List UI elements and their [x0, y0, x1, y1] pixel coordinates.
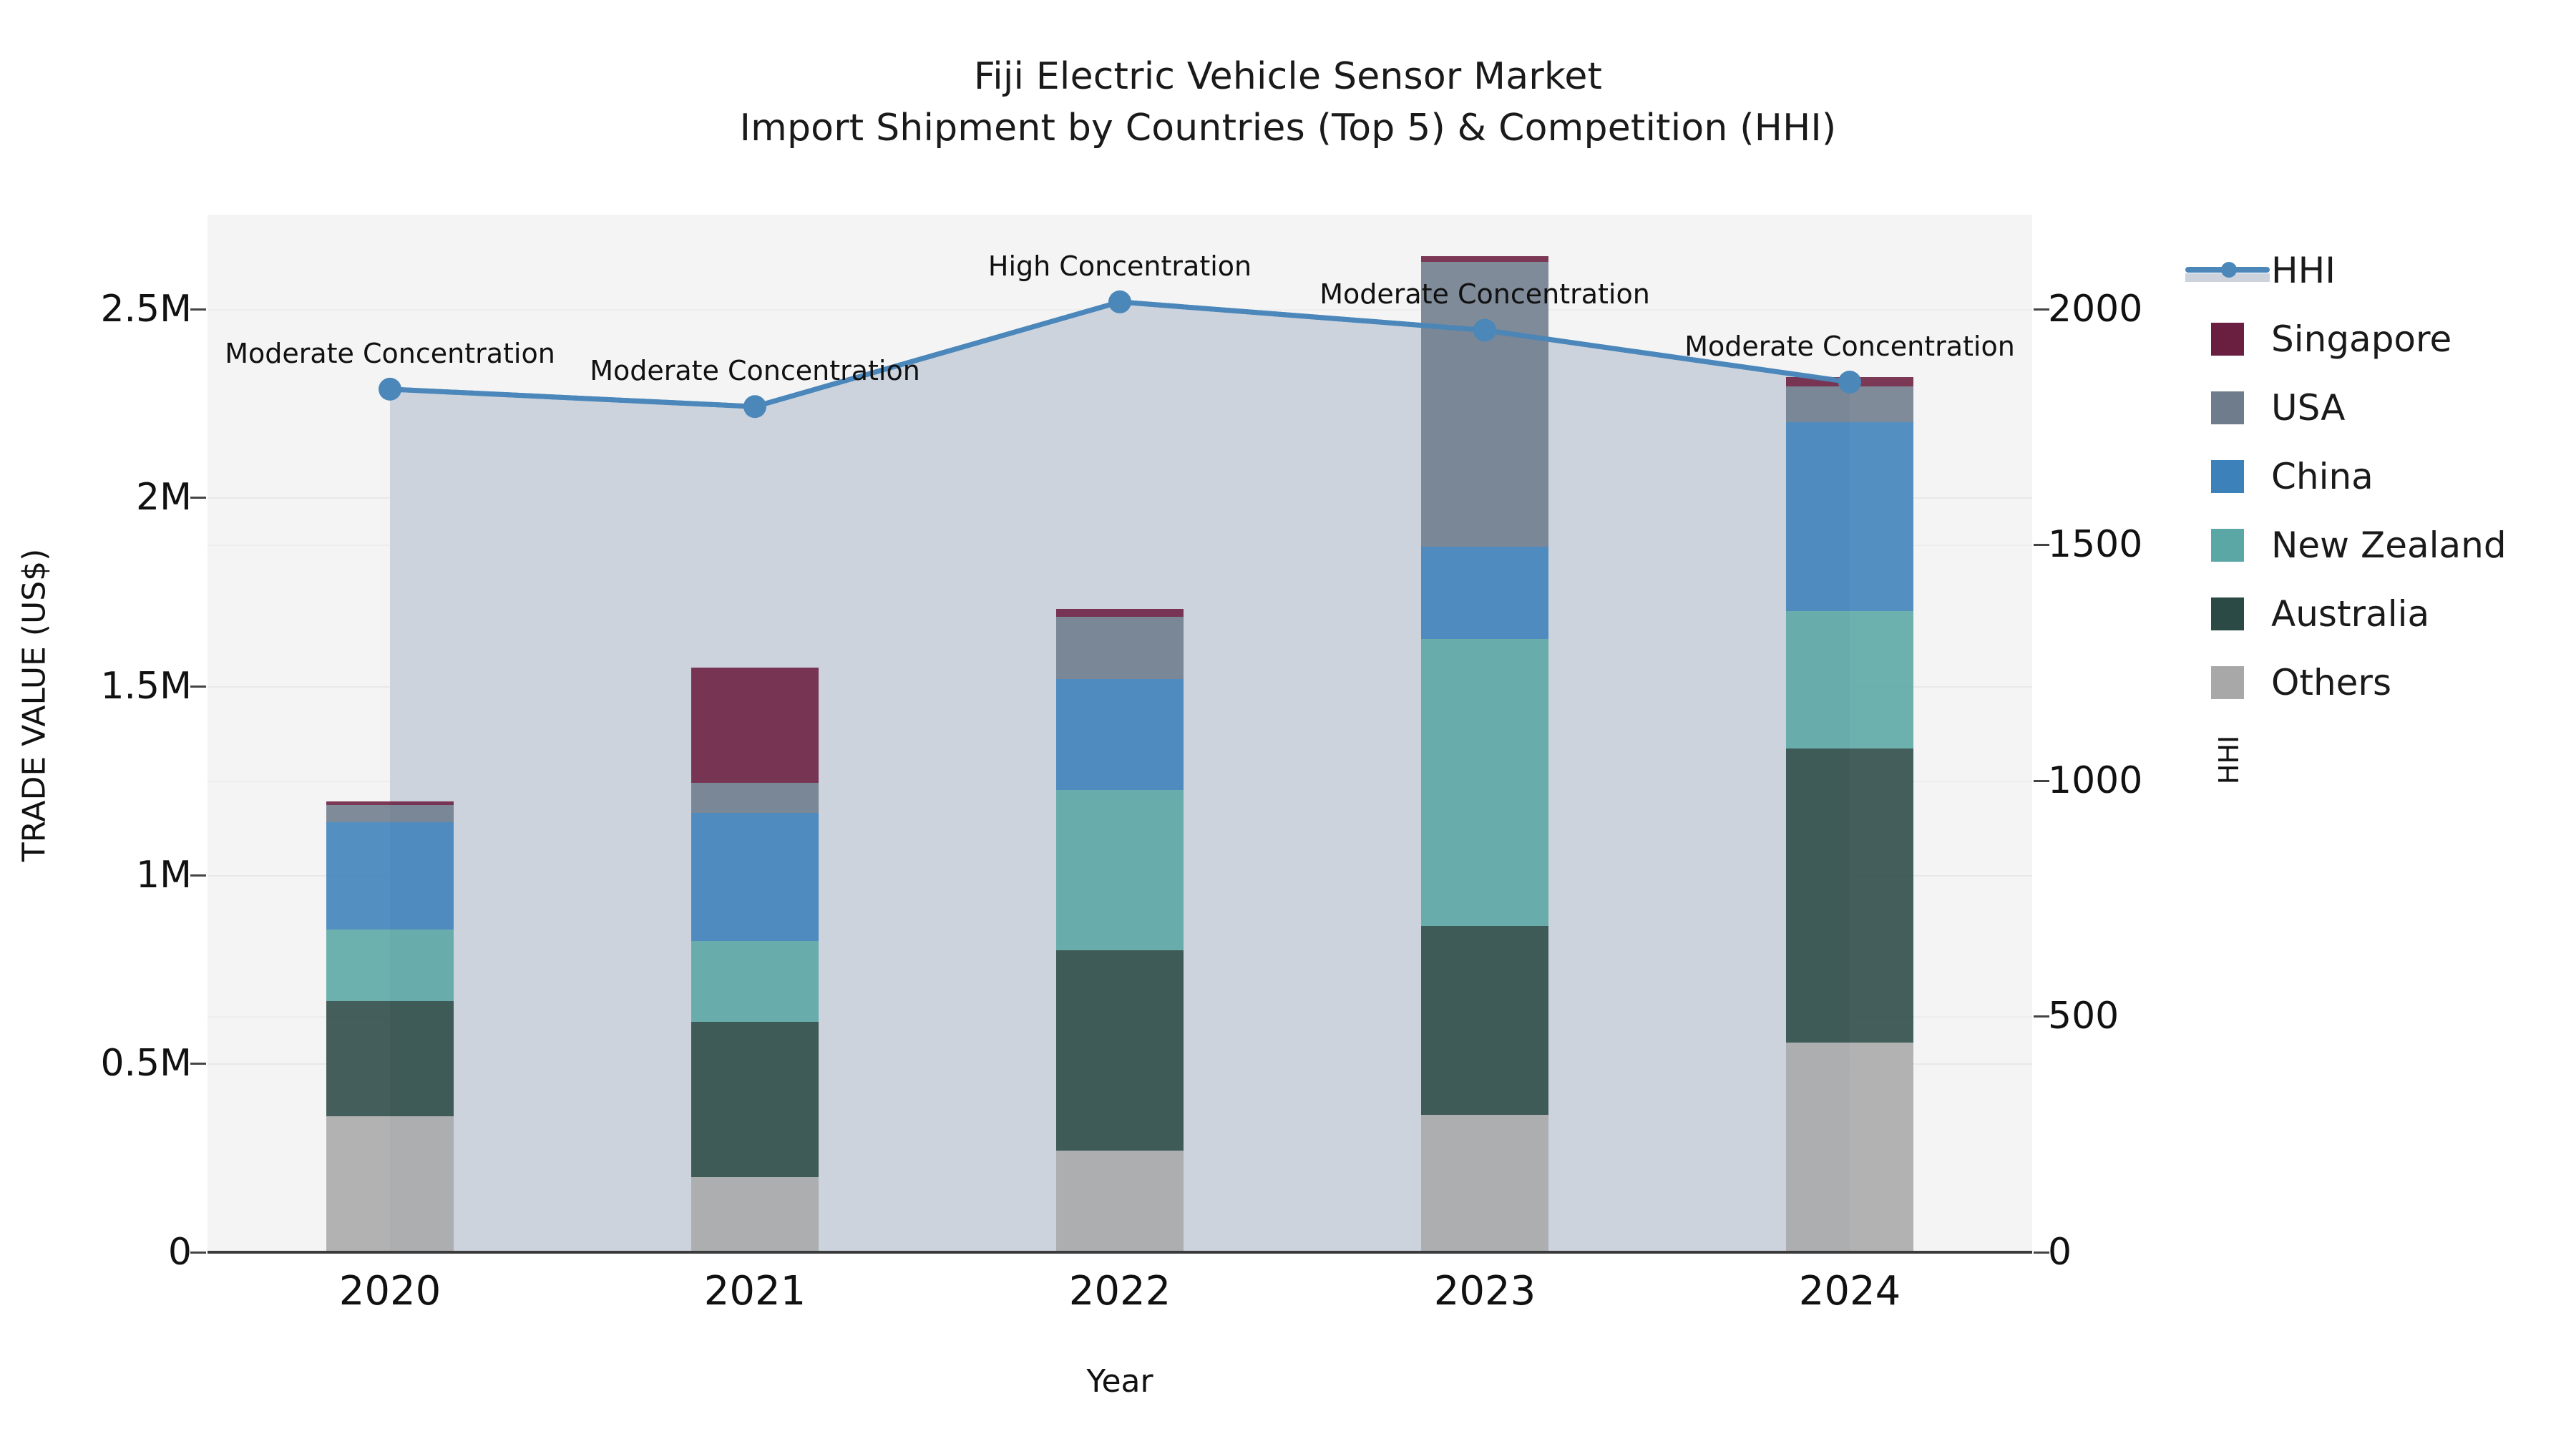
legend-item-label: Australia — [2271, 593, 2430, 635]
y-axis-right-tick-mark — [2034, 1015, 2049, 1018]
y-axis-right-tick: 2000 — [2048, 287, 2143, 331]
bar-segment[interactable] — [691, 667, 819, 783]
y-axis-tick-mark — [190, 686, 206, 688]
y-axis-right-tick: 1000 — [2048, 758, 2143, 802]
legend-item[interactable]: New Zealand — [2211, 511, 2507, 580]
bar-segment[interactable] — [1786, 1043, 1913, 1252]
legend: HHI Singapore USA China New Zealand Australia… — [2185, 236, 2507, 717]
bar-segment[interactable] — [1056, 790, 1184, 951]
chart-title: Fiji Electric Vehicle Sensor Market Impo… — [0, 52, 2576, 155]
bar-segment[interactable] — [1421, 925, 1548, 1115]
bar-segment[interactable] — [1786, 376, 1913, 386]
bar-segment[interactable] — [326, 1116, 454, 1252]
bar-segment[interactable] — [326, 805, 454, 822]
y-axis-right-tick-mark — [2034, 544, 2049, 547]
plot-area — [208, 215, 2032, 1252]
legend-item[interactable]: Singapore — [2211, 305, 2507, 374]
legend-item-label: China — [2271, 456, 2373, 497]
bar-segment[interactable] — [1786, 422, 1913, 611]
legend-item[interactable]: HHI — [2185, 236, 2507, 305]
legend-color-swatch — [2211, 391, 2244, 424]
x-axis-title: Year — [1086, 1363, 1153, 1400]
y-axis-tick-mark — [190, 497, 206, 499]
legend-item-label: Others — [2271, 662, 2392, 703]
legend-color-swatch — [2211, 666, 2244, 699]
y-axis-left-tick: 1.5M — [100, 665, 192, 708]
bar-segment[interactable] — [1421, 1114, 1548, 1252]
y-axis-right-tick-mark — [2034, 1252, 2049, 1254]
legend-area-swatch — [2185, 273, 2270, 282]
x-axis-tick: 2022 — [1068, 1268, 1171, 1314]
title-line-2: Import Shipment by Countries (Top 5) & C… — [739, 106, 1837, 150]
legend-item[interactable]: USA — [2211, 374, 2507, 442]
legend-color-swatch — [2211, 529, 2244, 562]
x-axis-tick: 2020 — [338, 1268, 441, 1314]
legend-item[interactable]: China — [2211, 442, 2507, 511]
bar-segment[interactable] — [691, 812, 819, 941]
legend-color-swatch — [2211, 460, 2244, 493]
x-axis-tick: 2021 — [703, 1268, 806, 1314]
legend-item-label: New Zealand — [2271, 525, 2507, 566]
bar-segment[interactable] — [326, 821, 454, 930]
bar-segment[interactable] — [1056, 1150, 1184, 1252]
bar-segment[interactable] — [691, 1176, 819, 1252]
legend-item-label: USA — [2271, 387, 2346, 429]
bar-segment[interactable] — [691, 782, 819, 813]
bar-segment[interactable] — [1421, 547, 1548, 640]
y-axis-tick-mark — [190, 1063, 206, 1065]
y-axis-right-tick-mark — [2034, 308, 2049, 311]
y-axis-left-tick: 2.5M — [100, 287, 192, 331]
bar-segment[interactable] — [1056, 616, 1184, 679]
x-axis-line — [208, 1251, 2032, 1254]
bar-segment[interactable] — [1056, 678, 1184, 791]
y-axis-tick-mark — [190, 308, 206, 311]
y-axis-right-tick: 500 — [2048, 995, 2119, 1038]
y-axis-left-tick: 0 — [167, 1231, 192, 1274]
bar-segment[interactable] — [1421, 639, 1548, 926]
legend-item[interactable]: Australia — [2211, 580, 2507, 648]
y-axis-left-tick: 2M — [136, 476, 192, 519]
y-axis-left-tick: 0.5M — [100, 1042, 192, 1085]
legend-item-label: HHI — [2271, 250, 2336, 291]
hhi-annotation: High Concentration — [987, 250, 1252, 282]
hhi-annotation: Moderate Concentration — [1684, 330, 2015, 362]
y-axis-left-tick: 1M — [136, 853, 192, 897]
legend-color-swatch — [2211, 597, 2244, 630]
x-axis-tick: 2024 — [1798, 1268, 1901, 1314]
y-axis-right-tick: 1500 — [2048, 523, 2143, 567]
y-axis-tick-mark — [190, 874, 206, 877]
hhi-annotation: Moderate Concentration — [225, 337, 555, 369]
bar-segment[interactable] — [1421, 256, 1548, 262]
bar-segment[interactable] — [326, 801, 454, 806]
bar-segment[interactable] — [1056, 609, 1184, 617]
y-axis-right-tick-mark — [2034, 779, 2049, 782]
hhi-annotation: Moderate Concentration — [1319, 278, 1650, 311]
bar-segment[interactable] — [326, 930, 454, 1002]
hhi-annotation: Moderate Concentration — [590, 355, 920, 387]
bar-segment[interactable] — [1786, 610, 1913, 749]
y-axis-tick-mark — [190, 1252, 206, 1254]
title-line-1: Fiji Electric Vehicle Sensor Market — [973, 55, 1603, 98]
legend-line-icon — [2185, 254, 2270, 287]
bar-segment[interactable] — [691, 941, 819, 1023]
legend-item[interactable]: Others — [2211, 648, 2507, 717]
bar-segment[interactable] — [1056, 950, 1184, 1151]
legend-item-label: Singapore — [2271, 318, 2452, 360]
bar-segment[interactable] — [1786, 386, 1913, 422]
y-axis-left-title: TRADE VALUE (US$) — [16, 548, 53, 862]
legend-marker-dot — [2221, 262, 2237, 278]
bar-segment[interactable] — [691, 1022, 819, 1177]
bar-segment[interactable] — [1786, 748, 1913, 1043]
x-axis-tick: 2023 — [1433, 1268, 1536, 1314]
legend-color-swatch — [2211, 323, 2244, 356]
bar-segment[interactable] — [326, 1001, 454, 1117]
y-axis-right-tick: 0 — [2048, 1231, 2072, 1274]
